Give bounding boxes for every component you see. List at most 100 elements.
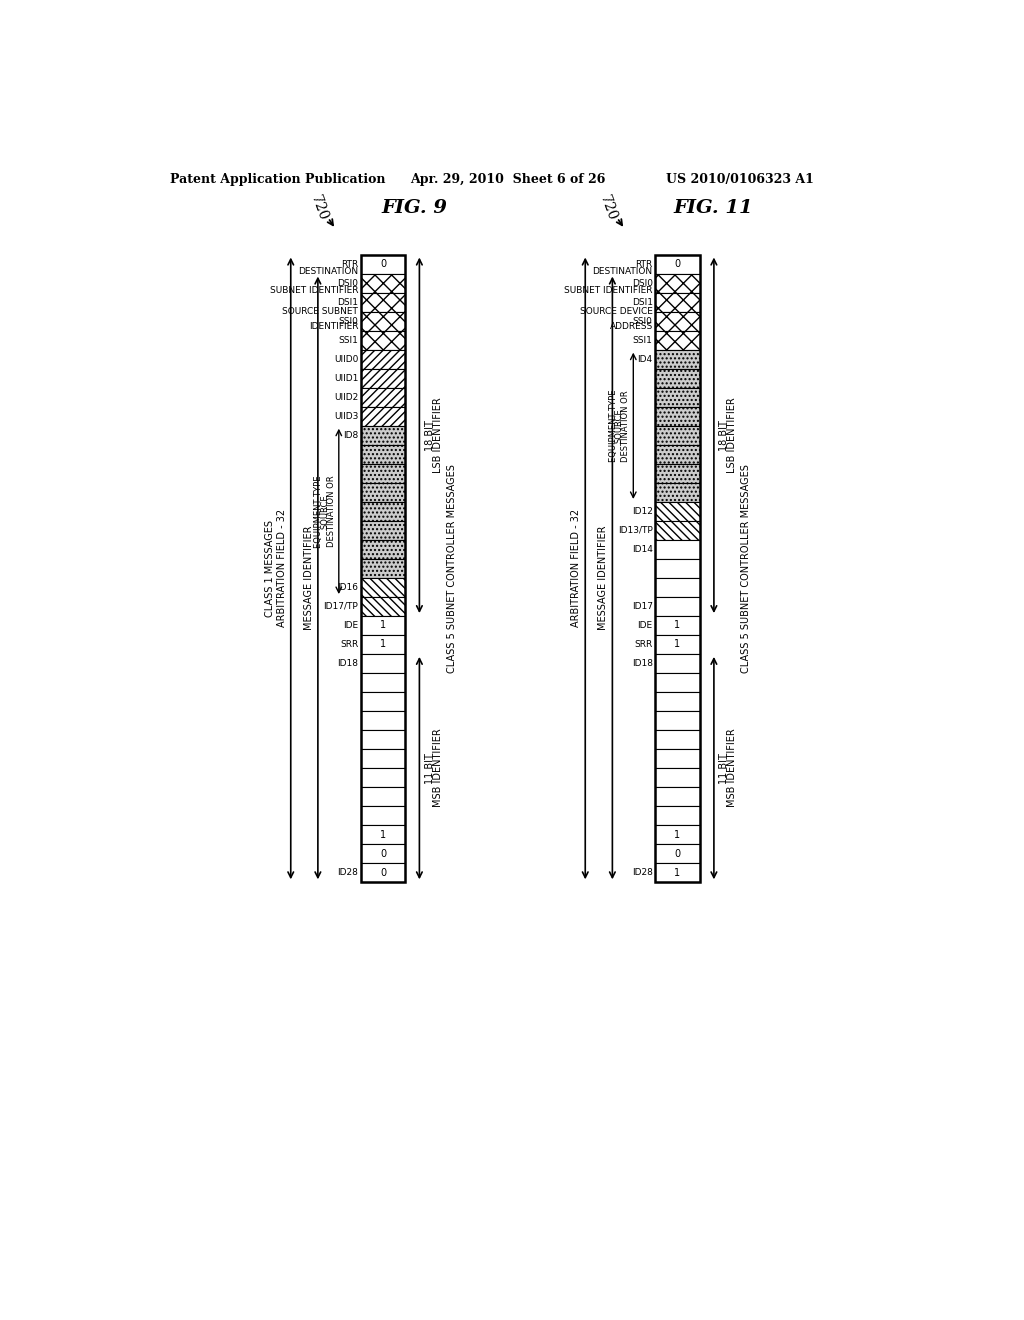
Text: ID14: ID14 [632,545,652,554]
Bar [360,255,406,882]
Bar [655,293,700,312]
Bar [655,540,700,558]
Bar [360,653,406,673]
Text: Patent Application Publication: Patent Application Publication [170,173,385,186]
Text: ARBITRATION FIELD - 32: ARBITRATION FIELD - 32 [276,510,287,627]
Text: ID17: ID17 [632,602,652,611]
Text: SSI1: SSI1 [633,335,652,345]
Bar [655,463,700,483]
Bar [360,845,406,863]
Bar [360,616,406,635]
Bar [360,463,406,483]
Text: MESSAGE IDENTIFIER: MESSAGE IDENTIFIER [598,525,608,630]
Bar [360,748,406,768]
Text: LSB IDENTIFIER: LSB IDENTIFIER [432,397,442,473]
Bar [655,273,700,293]
Text: FIG. 11: FIG. 11 [674,199,753,218]
Text: UIID3: UIID3 [334,412,358,421]
Bar [360,730,406,748]
Bar [655,368,700,388]
Bar [655,578,700,597]
Bar [655,845,700,863]
Text: ID28: ID28 [337,869,358,878]
Bar [655,673,700,692]
Bar [655,502,700,521]
Text: SOURCE: SOURCE [615,408,624,444]
Bar [360,350,406,368]
Text: 0: 0 [675,259,681,269]
Text: FIG. 9: FIG. 9 [382,199,447,218]
Text: DESTINATION OR: DESTINATION OR [327,475,336,548]
Text: CLASS 5 SUBNET CONTROLLER MESSAGES: CLASS 5 SUBNET CONTROLLER MESSAGES [446,465,457,673]
Bar [360,863,406,882]
Text: ID18: ID18 [337,659,358,668]
Bar [655,825,700,845]
Bar [360,483,406,502]
Text: ID16: ID16 [337,583,358,591]
Bar [360,255,406,273]
Bar [360,368,406,388]
Text: SOURCE DEVICE: SOURCE DEVICE [580,308,652,317]
Bar [655,350,700,368]
Bar [360,293,406,312]
Bar [655,616,700,635]
Bar [360,578,406,597]
Text: 0: 0 [675,849,681,859]
Text: SSI1: SSI1 [338,335,358,345]
Text: 11 BIT: 11 BIT [425,752,435,784]
Text: SUBNET IDENTIFIER: SUBNET IDENTIFIER [269,286,358,296]
Text: CLASS 5 SUBNET CONTROLLER MESSAGES: CLASS 5 SUBNET CONTROLLER MESSAGES [741,465,752,673]
Text: RTR: RTR [636,260,652,269]
Bar [655,787,700,807]
Text: UIID1: UIID1 [334,374,358,383]
Text: 1: 1 [675,867,681,878]
Bar [655,653,700,673]
Text: Apr. 29, 2010  Sheet 6 of 26: Apr. 29, 2010 Sheet 6 of 26 [410,173,605,186]
Text: MSB IDENTIFIER: MSB IDENTIFIER [727,729,737,808]
Text: DSI1: DSI1 [632,298,652,306]
Text: ID12: ID12 [632,507,652,516]
Text: 1: 1 [380,639,386,649]
Text: 1: 1 [675,639,681,649]
Text: CLASS 1 MESSAGES: CLASS 1 MESSAGES [265,520,275,616]
Bar [360,521,406,540]
Text: US 2010/0106323 A1: US 2010/0106323 A1 [667,173,814,186]
Bar [360,597,406,616]
Text: 11 BIT: 11 BIT [719,752,729,784]
Bar [360,331,406,350]
Bar [360,502,406,521]
Text: SUBNET IDENTIFIER: SUBNET IDENTIFIER [564,286,652,296]
Text: LSB IDENTIFIER: LSB IDENTIFIER [727,397,737,473]
Bar [360,312,406,331]
Bar [360,635,406,653]
Bar [655,768,700,787]
Text: DESTINATION OR: DESTINATION OR [622,389,630,462]
Text: ADDRESS: ADDRESS [609,322,652,331]
Text: 18 BIT: 18 BIT [425,420,435,450]
Bar [360,807,406,825]
Bar [360,273,406,293]
Text: DSI0: DSI0 [632,279,652,288]
Text: IDE: IDE [638,620,652,630]
Bar [360,558,406,578]
Bar [655,312,700,331]
Text: 1: 1 [380,620,386,631]
Text: SRR: SRR [635,640,652,649]
Bar [655,863,700,882]
Text: ID13/TP: ID13/TP [617,525,652,535]
Text: SRR: SRR [340,640,358,649]
Text: EQUIPMENT TYPE: EQUIPMENT TYPE [314,475,324,548]
Text: ID17/TP: ID17/TP [324,602,358,611]
Text: UIID2: UIID2 [334,393,358,401]
Bar [655,255,700,273]
Text: DESTINATION: DESTINATION [593,267,652,276]
Text: EQUIPMENT TYPE: EQUIPMENT TYPE [609,389,617,462]
Text: IDENTIFIER: IDENTIFIER [308,322,358,331]
Text: MESSAGE IDENTIFIER: MESSAGE IDENTIFIER [304,525,314,630]
Text: DSI1: DSI1 [337,298,358,306]
Bar [655,426,700,445]
Text: 720: 720 [308,194,331,223]
Bar [655,255,700,882]
Text: 0: 0 [380,849,386,859]
Text: ID4: ID4 [638,355,652,364]
